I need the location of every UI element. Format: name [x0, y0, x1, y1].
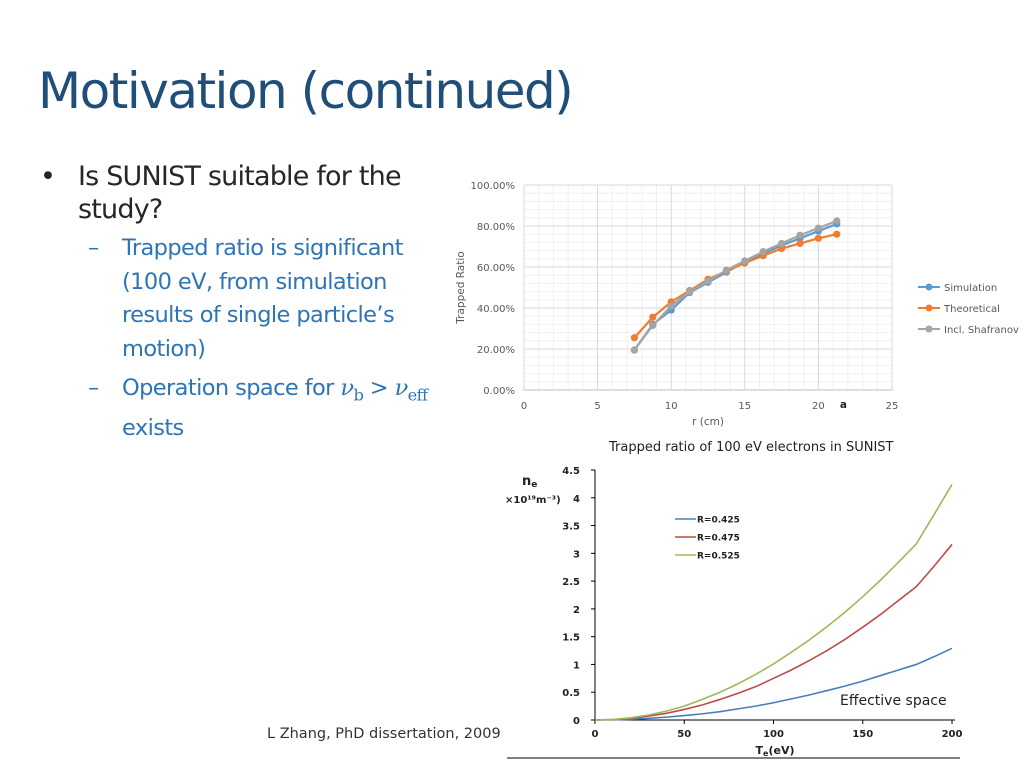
subbullet-item: – Trapped ratio is significant (100 eV, …	[38, 232, 448, 366]
subbullet-prefix: Operation space for	[122, 375, 341, 401]
y-tick-label: 0	[573, 716, 580, 727]
subbullet-text: Trapped ratio is significant (100 eV, fr…	[122, 235, 403, 362]
legend-label: R=0.475	[697, 534, 740, 544]
x-tick-label: 0	[521, 401, 527, 412]
bullet-text: Is SUNIST suitable for the study?	[78, 161, 402, 225]
density-chart: 00.511.522.533.544.50 50 100 150 200ne×10¹⁹m…	[505, 466, 963, 759]
trapped-ratio-chart: 0 5 10 15 20 25 0.00% 20.00% 40.00% 60.00% 80.00% 1…	[455, 181, 1019, 428]
legend-marker	[925, 283, 933, 291]
y-tick-label: 40.00%	[477, 304, 515, 315]
data-point	[630, 346, 638, 354]
data-point	[649, 313, 657, 321]
data-point	[778, 239, 786, 248]
x-axis-title-sub: e	[763, 749, 769, 758]
math-nu: νb	[340, 375, 363, 405]
data-point	[814, 224, 822, 232]
citation: L Zhang, PhD dissertation, 2009	[267, 726, 501, 742]
y-tick-label: 1	[573, 660, 580, 671]
chart-annotation: a	[840, 399, 847, 411]
data-point	[814, 234, 822, 242]
y-tick-label: 4.5	[562, 466, 580, 477]
y-tick-label: 20.00%	[477, 345, 515, 356]
nu-symbol: ν	[340, 375, 354, 401]
data-point	[722, 266, 730, 274]
data-point	[630, 334, 638, 342]
chart-caption: Trapped ratio of 100 eV electrons in SUN…	[609, 440, 894, 455]
y-axis-title: Trapped Ratio	[455, 251, 467, 324]
y-tick-label: 2.5	[562, 577, 580, 588]
subbullet-marker: –	[88, 235, 99, 261]
x-tick-label: 5	[594, 401, 600, 412]
data-point	[796, 231, 804, 239]
x-axis-title-main: T	[756, 744, 764, 757]
y-tick-label: 4	[573, 494, 580, 505]
subbullet-marker: –	[88, 375, 99, 401]
y-tick-label: 0.00%	[483, 386, 515, 397]
data-point	[704, 277, 712, 285]
series-line	[633, 219, 838, 351]
nu-subscript-eff: eff	[407, 385, 428, 405]
x-axis-title: Te(eV)	[756, 744, 795, 758]
math-nu: νeff	[394, 375, 428, 405]
x-tick-label: 25	[886, 401, 899, 412]
legend-marker	[925, 304, 933, 312]
y-tick-label: 2	[573, 605, 580, 616]
x-tick-label: 200	[942, 729, 963, 740]
legend-label: Theoretical	[943, 304, 1000, 315]
data-point	[667, 302, 675, 310]
effective-space-label: Effective space	[840, 693, 947, 709]
nu-symbol: ν	[394, 375, 409, 401]
y-tick-label: 80.00%	[477, 222, 515, 233]
bullet-marker: •	[40, 161, 56, 192]
y-axis-unit: ×10¹⁹m⁻³)	[505, 495, 561, 506]
y-tick-label: 3.5	[562, 522, 580, 533]
x-axis-title: r (cm)	[692, 416, 724, 428]
bullet-list: • Is SUNIST suitable for the study? – Tr…	[38, 160, 448, 446]
data-point	[833, 217, 841, 225]
slide-title: Motivation (continued)	[38, 62, 574, 120]
y-axis-title-main: n	[522, 474, 531, 489]
x-tick-label: 50	[677, 729, 691, 740]
y-tick-label: 1.5	[562, 633, 580, 644]
y-tick-label: 100.00%	[471, 181, 516, 192]
y-tick-label: 0.5	[562, 688, 580, 699]
legend-label: Incl. Shafranov	[944, 325, 1019, 336]
subbullet-item: – Operation space for νb > νeff exists	[38, 372, 448, 446]
data-point	[759, 248, 767, 256]
x-tick-label: 15	[738, 401, 751, 412]
nu-subscript-b: b	[353, 385, 364, 405]
data-point	[796, 239, 804, 248]
data-point	[778, 244, 786, 253]
series-line	[594, 543, 953, 721]
series-line	[633, 233, 838, 339]
y-axis-title: ne	[522, 474, 537, 490]
legend-label: R=0.525	[697, 552, 740, 562]
x-tick-label: 0	[592, 729, 599, 740]
legend-label: R=0.425	[697, 516, 740, 526]
x-axis-title-unit: (eV)	[768, 744, 794, 757]
x-tick-label: 20	[812, 401, 825, 412]
series-line	[594, 484, 953, 721]
subbullet-suffix: exists	[122, 415, 184, 441]
legend-marker	[925, 325, 933, 333]
x-tick-label: 10	[665, 401, 678, 412]
math-gt: >	[363, 375, 395, 401]
bullet-item: • Is SUNIST suitable for the study?	[38, 160, 448, 226]
legend-label: Simulation	[944, 283, 997, 294]
series-line	[594, 647, 953, 721]
y-tick-label: 3	[573, 549, 580, 560]
x-tick-label: 150	[852, 729, 873, 740]
x-tick-label: 100	[763, 729, 784, 740]
data-point	[741, 257, 749, 265]
data-point	[686, 288, 694, 296]
data-point	[649, 321, 657, 330]
y-axis-title-sub: e	[531, 480, 537, 490]
y-tick-label: 60.00%	[477, 263, 515, 274]
data-point	[833, 230, 841, 238]
